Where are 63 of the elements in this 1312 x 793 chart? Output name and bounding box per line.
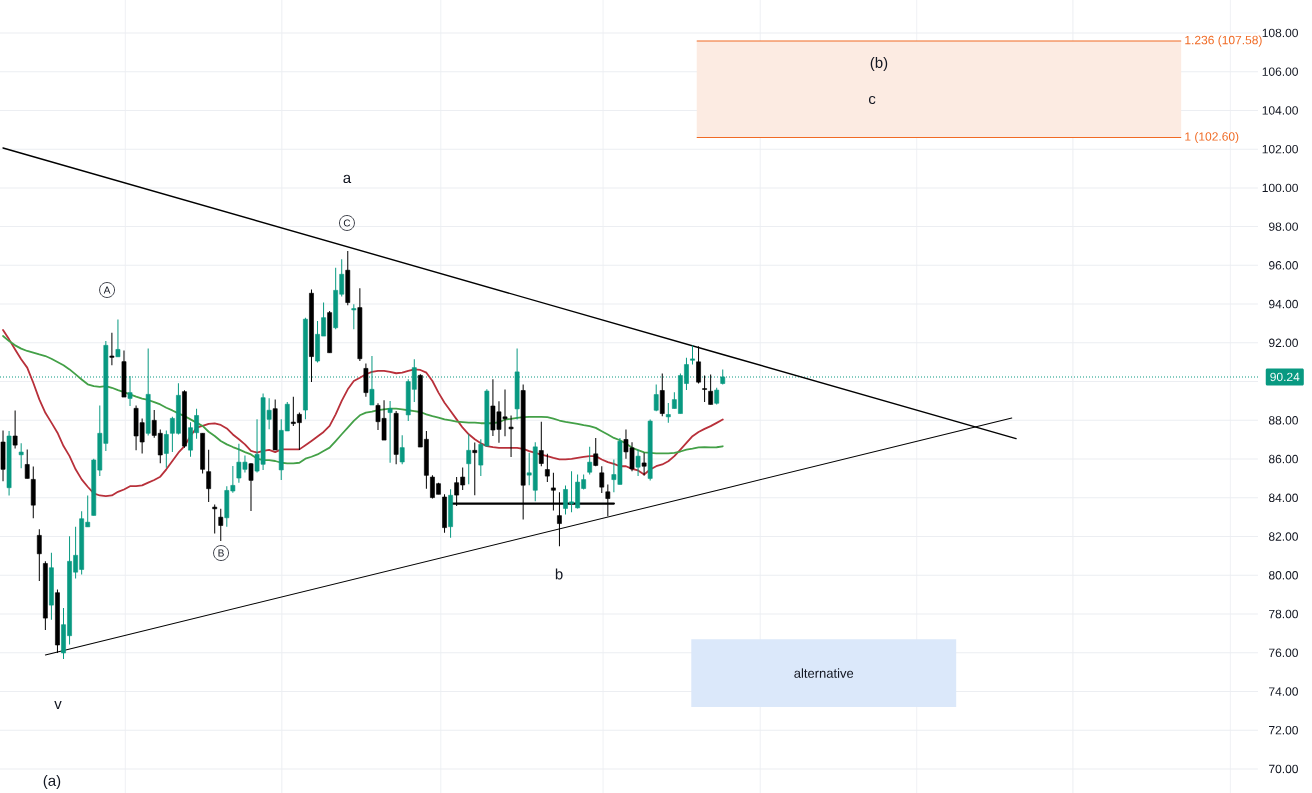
candlestick [665, 402, 671, 424]
text: c [868, 95, 876, 105]
candlestick [641, 452, 647, 477]
candlestick [18, 442, 24, 469]
candlestick [206, 449, 212, 503]
candlestick [387, 400, 393, 464]
y-tick-label: 94.00 [1268, 299, 1298, 309]
y-tick-label: 106.00 [1262, 67, 1298, 76]
candlestick [659, 372, 665, 417]
annotation: B [218, 549, 224, 557]
candlestick [351, 303, 357, 330]
annotation: (a) [43, 774, 61, 789]
ref-line-label: 90.24 [1270, 372, 1300, 382]
candlestick [538, 421, 544, 467]
candlestick [653, 383, 659, 412]
candlestick [472, 442, 478, 496]
y-tick-label: 72.00 [1269, 726, 1298, 735]
annotation: C [343, 219, 351, 227]
candlestick [115, 318, 121, 358]
y-tick-label: 70.00 [1269, 764, 1298, 774]
candlestick [708, 374, 713, 405]
y-tick-label: 104.00 [1262, 106, 1298, 115]
y-tick-label: 96.00 [1268, 261, 1298, 270]
candlestick [544, 453, 550, 483]
candlestick [593, 437, 599, 467]
candlestick [163, 429, 169, 469]
y-tick-label: 78.00 [1269, 609, 1298, 619]
text: (b) [870, 57, 888, 71]
band-label: alternative [794, 668, 854, 678]
y-tick-label: 82.00 [1268, 532, 1298, 541]
candlestick [399, 434, 405, 465]
candlestick [218, 508, 224, 542]
candlestick [212, 503, 218, 534]
candlestick [24, 448, 30, 479]
candlestick [696, 345, 701, 385]
candlestick [109, 332, 115, 366]
y-tick-label: 108.00 [1262, 28, 1298, 38]
candlestick [690, 345, 695, 366]
candlestick [508, 414, 514, 458]
y-tick-label: 98.00 [1268, 222, 1298, 231]
annotation: b [555, 568, 563, 580]
candlestick [466, 433, 472, 485]
y-tick-label: 74.00 [1269, 687, 1298, 696]
ref-line-label: 1.236 (107.58) [1185, 35, 1262, 47]
candlestick [12, 409, 18, 449]
candlestick [702, 375, 707, 403]
candlestick [599, 465, 605, 494]
candlestick [248, 462, 254, 512]
y-tick-label: 102.00 [1262, 144, 1298, 154]
y-tick-label: 76.00 [1269, 648, 1298, 657]
y-tick-label: 84.00 [1268, 493, 1298, 503]
annotation: v [54, 701, 62, 709]
y-tick-label: 92.00 [1268, 338, 1298, 348]
y-tick-label: 100.00 [1262, 183, 1298, 193]
candlestick [36, 528, 42, 582]
candlestick [587, 446, 593, 476]
y-tick-label: 86.00 [1268, 454, 1298, 464]
annotation: A [103, 286, 111, 294]
annotation: a [343, 174, 352, 184]
y-tick-label: 80.00 [1268, 571, 1298, 580]
ref-line-label: 1 (102.60) [1185, 131, 1239, 144]
y-tick-label: 88.00 [1268, 416, 1298, 425]
candlestick [635, 449, 641, 477]
